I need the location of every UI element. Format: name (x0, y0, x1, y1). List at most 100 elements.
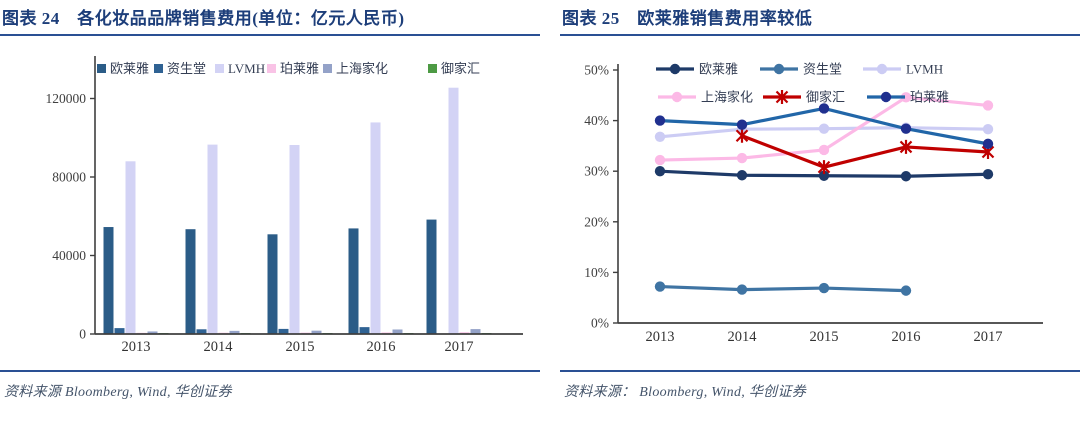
bar (289, 145, 300, 334)
bar (229, 330, 240, 334)
bar (125, 161, 136, 334)
figure-24-source-rule (0, 370, 540, 372)
circle-marker (818, 123, 830, 134)
legend-swatch (428, 64, 437, 73)
y-tick-label: 20% (584, 214, 609, 229)
bars (103, 87, 492, 334)
bar (359, 327, 370, 334)
legend-item: 珀莱雅 (267, 61, 319, 76)
circle-marker (876, 63, 888, 75)
x-tick-label: 2017 (974, 329, 1003, 345)
bar (278, 328, 289, 334)
x-tick-label: 2014 (204, 339, 234, 355)
y-axis: 0% 10% 20% 30% 40% 50% (584, 63, 618, 331)
series-line (658, 284, 908, 293)
circle-marker (818, 103, 830, 114)
figure-24: 图表 24 各化妆品品牌销售费用(单位：亿元人民币) 欧莱雅 资生堂 LVMH 珀莱雅… (0, 9, 540, 400)
circle-marker (654, 281, 666, 292)
x-tick-label: 2013 (646, 329, 675, 345)
circle-marker (669, 63, 681, 75)
legend-label: LVMH (906, 62, 943, 77)
circle-marker (736, 284, 748, 295)
x-axis: 2013 2014 2015 2016 2017 (646, 329, 1003, 345)
bar-chart-cosmetics-sales-expense: 欧莱雅 资生堂 LVMH 珀莱雅 上海家化 御家汇 0 40000 80000 120000 201… (46, 56, 523, 355)
line-series (654, 92, 994, 166)
circle-marker (773, 63, 785, 75)
circle-marker (982, 138, 994, 150)
y-tick-label: 120000 (46, 91, 87, 106)
figure-25-title-rule (560, 34, 1080, 36)
circle-marker (654, 131, 666, 142)
line-series-group (654, 92, 995, 296)
bar (196, 329, 207, 334)
legend-item: 上海家化 (323, 61, 388, 76)
circle-marker (900, 123, 912, 134)
x-tick-label: 2017 (445, 339, 474, 355)
legend-label: 珀莱雅 (280, 61, 319, 76)
legend-item: 资生堂 (760, 62, 842, 77)
bar (426, 219, 437, 334)
x-tick-label: 2013 (122, 339, 151, 355)
bar (348, 228, 359, 334)
circle-marker (982, 169, 994, 180)
figure-25: 图表 25 欧莱雅销售费用率较低 0% 10% 20% 30% 40% 50% 欧莱雅 资生堂… (540, 0, 1080, 425)
bar (207, 144, 218, 334)
circle-marker (900, 171, 912, 182)
bar (311, 330, 322, 334)
legend-item: 御家汇 (428, 61, 480, 76)
legend-label: 欧莱雅 (699, 62, 738, 77)
x-axis: 2013 2014 2015 2016 2017 (122, 339, 474, 355)
circle-marker (982, 124, 994, 135)
legend-swatch (215, 64, 224, 73)
y-tick-label: 80000 (52, 170, 86, 185)
bar (448, 87, 459, 334)
circle-marker (880, 91, 892, 103)
x-tick-label: 2016 (367, 339, 396, 355)
bar (470, 329, 481, 334)
legend-swatch (323, 64, 332, 73)
circle-marker (654, 115, 666, 126)
circle-marker (654, 154, 666, 166)
y-tick-label: 40000 (52, 248, 86, 263)
y-tick-label: 10% (584, 265, 609, 280)
line-series (735, 128, 995, 175)
circle-marker (818, 282, 830, 294)
legend-item: 珀莱雅 (867, 90, 949, 105)
legend-item: 上海家化 (658, 90, 753, 105)
circle-marker (736, 152, 748, 164)
legend-item: 欧莱雅 (656, 62, 738, 77)
circle-marker (900, 92, 912, 103)
circle-marker (654, 166, 666, 177)
circle-marker (671, 91, 683, 103)
line-series (654, 166, 994, 182)
legend-label: LVMH (228, 61, 265, 76)
x-tick-label: 2015 (810, 329, 839, 345)
x-tick-label: 2016 (892, 329, 921, 345)
x-marker (735, 128, 749, 143)
bar (370, 122, 381, 334)
y-tick-label: 40% (584, 113, 609, 128)
legend-label: 上海家化 (336, 61, 388, 76)
legend-label: 资生堂 (167, 61, 206, 76)
legend-swatch (97, 64, 106, 73)
legend-label: 御家汇 (806, 90, 845, 105)
bar (185, 229, 196, 334)
legend-swatch (267, 64, 276, 73)
legend-label: 欧莱雅 (110, 61, 149, 76)
figure-25-source-rule (560, 370, 1080, 372)
legend-swatch (154, 64, 163, 73)
legend-item: 资生堂 (154, 61, 206, 76)
line-series (654, 281, 912, 296)
line-series (654, 103, 994, 150)
bar (267, 234, 278, 334)
circle-marker (818, 144, 830, 156)
legend-label: 御家汇 (441, 61, 480, 76)
figure-25-title: 图表 25 欧莱雅销售费用率较低 (562, 9, 813, 28)
legend-label: 珀莱雅 (910, 90, 949, 105)
figure-24-title: 图表 24 各化妆品品牌销售费用(单位：亿元人民币) (2, 9, 405, 28)
legend-item: LVMH (215, 61, 265, 76)
circle-marker (736, 119, 748, 130)
legend-label: 上海家化 (701, 90, 753, 105)
circle-marker (900, 285, 912, 296)
bar (392, 329, 403, 334)
